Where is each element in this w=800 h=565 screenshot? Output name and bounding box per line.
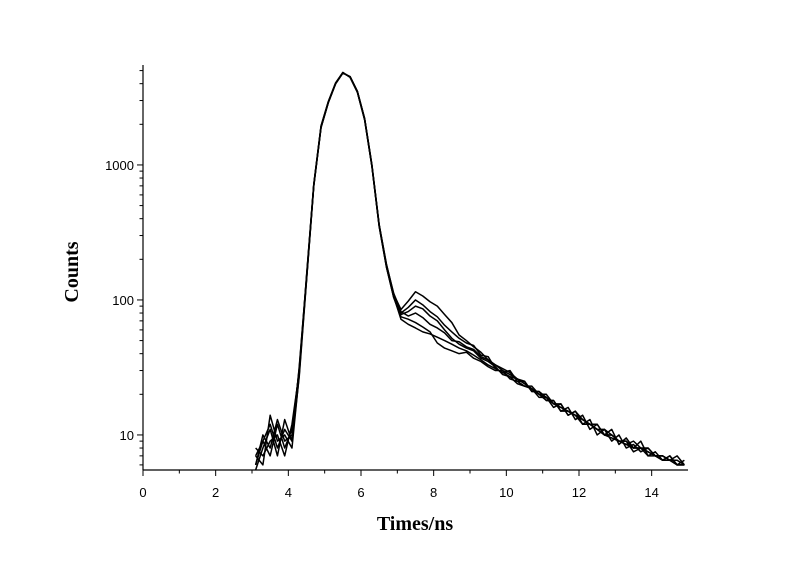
x-axis-title: Times/ns — [377, 513, 454, 535]
x-tick-label: 10 — [499, 485, 513, 500]
x-tick-label: 12 — [572, 485, 586, 500]
axes — [142, 65, 688, 471]
x-tick-label: 8 — [430, 485, 437, 500]
x-tick-label: 6 — [357, 485, 364, 500]
x-tick-label: 2 — [212, 485, 219, 500]
y-ticks: 10 100 1000 — [105, 70, 143, 466]
y-tick-label: 10 — [120, 428, 134, 443]
y-axis-title: Counts — [61, 241, 83, 302]
x-ticks: 0 2 4 6 8 10 12 14 — [139, 470, 659, 500]
x-tick-label: 14 — [644, 485, 658, 500]
y-tick-label: 1000 — [105, 158, 134, 173]
x-tick-label: 4 — [285, 485, 292, 500]
series-line-6 — [254, 72, 685, 466]
x-tick-label: 0 — [139, 485, 146, 500]
y-tick-label: 100 — [112, 293, 134, 308]
plot-traces — [254, 71, 685, 471]
